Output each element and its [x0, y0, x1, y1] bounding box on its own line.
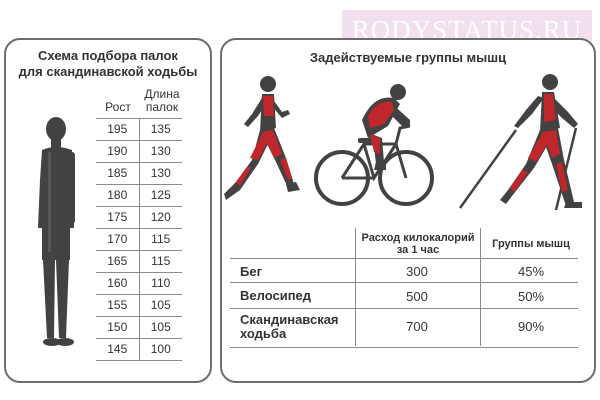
height-cell: 190: [96, 141, 140, 162]
table-row: 145 100: [96, 339, 182, 361]
table-row: 190 130: [96, 141, 182, 163]
height-cell: 185: [96, 163, 140, 184]
muscles-cell: 90%: [517, 319, 545, 334]
column-divider: [355, 228, 356, 346]
muscle-groups-title: Задействуемые группы мышц: [309, 50, 507, 65]
length-cell: 130: [150, 144, 171, 158]
muscles-cell: 50%: [517, 289, 545, 304]
activity-label-line2: ходьба: [240, 326, 287, 341]
standing-person-icon: [38, 117, 75, 346]
activity-label-line1: Скандинавская: [240, 312, 339, 327]
height-column-header: Рост: [105, 100, 131, 114]
length-cell: 100: [150, 342, 171, 356]
table-row: Скандинавская ходьба 700 90%: [230, 308, 578, 348]
table-row: 170 115: [96, 229, 182, 251]
activity-label: Велосипед: [240, 288, 312, 303]
pole-length-header-line2: палок: [145, 100, 179, 114]
nordic-walker-icon: [458, 74, 582, 211]
runner-icon: [224, 76, 300, 200]
length-cell: 115: [151, 254, 171, 268]
length-cell: 105: [150, 298, 171, 312]
pole-length-header-line1: Длина: [144, 87, 180, 101]
cyclist-icon: [314, 84, 434, 206]
pole-size-title-line2: для скандинавской ходьбы: [18, 64, 198, 79]
table-row: Велосипед 500 50%: [230, 282, 578, 309]
muscles-cell: 45%: [517, 264, 545, 279]
table-row: 180 125: [96, 185, 182, 207]
calories-column-header: Расход килокалорий за 1 час: [358, 232, 478, 256]
height-cell: 170: [96, 229, 140, 250]
activity-label: Бег: [240, 264, 262, 279]
pole-length-column-header: Длина палок: [140, 88, 184, 114]
length-cell: 110: [151, 276, 171, 290]
length-cell: 125: [150, 188, 171, 202]
height-cell: 175: [96, 207, 140, 228]
calories-cell: 700: [406, 319, 428, 334]
table-row: 165 115: [96, 251, 182, 273]
muscle-groups-panel: Задействуемые группы мышц: [220, 38, 596, 383]
height-cell: 195: [96, 119, 140, 140]
table-row: 150 105: [96, 317, 182, 339]
height-cell: 180: [96, 185, 140, 206]
calories-cell: 300: [406, 264, 428, 279]
length-cell: 120: [150, 210, 171, 224]
calories-header-line1: Расход килокалорий: [361, 232, 475, 244]
pole-size-title-line1: Схема подбора палок: [38, 48, 178, 63]
pole-size-panel: Схема подбора палок для скандинавской хо…: [4, 38, 212, 383]
height-cell: 145: [96, 339, 140, 360]
table-row: 195 135: [96, 119, 182, 141]
table-row: 185 130: [96, 163, 182, 185]
table-row: 175 120: [96, 207, 182, 229]
length-cell: 105: [150, 320, 171, 334]
height-cell: 160: [96, 273, 140, 294]
table-row: 160 110: [96, 273, 182, 295]
pole-size-title: Схема подбора палок для скандинавской хо…: [6, 48, 210, 80]
table-row: 155 105: [96, 295, 182, 317]
length-cell: 130: [150, 166, 171, 180]
height-cell: 155: [96, 295, 140, 316]
length-cell: 115: [151, 232, 171, 246]
pole-size-table: 195 135 190 130 185 130 180 125 175 120 170 11…: [96, 118, 182, 361]
calories-header-line2: за 1 час: [396, 244, 440, 256]
height-cell: 165: [96, 251, 140, 272]
column-divider: [480, 228, 481, 346]
muscles-column-header: Группы мышц: [492, 238, 570, 250]
activity-label: Скандинавская ходьба: [240, 313, 339, 341]
table-row: Бег 300 45%: [230, 258, 578, 283]
length-cell: 135: [150, 122, 171, 136]
calories-cell: 500: [406, 289, 428, 304]
height-cell: 150: [96, 317, 140, 338]
